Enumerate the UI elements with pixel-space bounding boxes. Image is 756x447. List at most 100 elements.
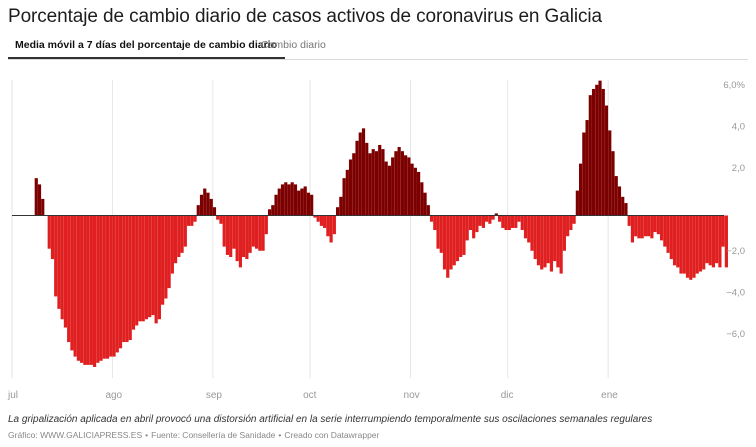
bar	[695, 215, 699, 274]
bar	[374, 151, 379, 216]
footer-source: Fuente: Consellería de Sanidade	[151, 430, 276, 440]
bar	[692, 215, 696, 278]
bar	[177, 215, 181, 257]
bar	[70, 215, 74, 351]
bar	[420, 182, 424, 216]
bar	[112, 215, 116, 357]
tab-moving-average[interactable]: Media móvil a 7 días del porcentaje de c…	[8, 33, 285, 59]
bar	[702, 215, 706, 270]
footer-separator: •	[278, 430, 282, 440]
bar	[109, 215, 113, 357]
bar	[647, 215, 651, 237]
bar	[148, 215, 152, 318]
bar	[310, 194, 314, 216]
bar	[721, 215, 725, 247]
bar	[724, 215, 728, 268]
bar	[689, 215, 693, 280]
bar	[413, 167, 417, 216]
bar	[306, 192, 311, 216]
bar	[501, 215, 505, 228]
bar	[397, 147, 401, 216]
bar	[617, 186, 622, 216]
bar	[164, 215, 168, 299]
bar	[562, 215, 566, 251]
bar	[371, 149, 375, 216]
x-tick-label: ene	[601, 390, 618, 401]
bar	[138, 215, 142, 322]
bar	[575, 190, 579, 216]
bar	[523, 215, 528, 239]
tab-daily-change[interactable]: Cambio diario	[261, 39, 326, 51]
bar	[604, 105, 609, 216]
bar	[225, 215, 230, 255]
bar	[543, 215, 547, 268]
bar	[417, 171, 421, 216]
bar	[34, 178, 38, 216]
x-tick-label: oct	[303, 390, 317, 401]
bar	[222, 215, 226, 247]
bar	[319, 215, 323, 226]
bar	[485, 215, 489, 222]
bar	[381, 149, 385, 216]
bar	[468, 215, 473, 231]
bar	[494, 213, 498, 216]
bar	[517, 215, 521, 222]
bar	[37, 184, 42, 216]
bar	[122, 215, 126, 343]
bar	[287, 184, 291, 216]
bar	[387, 165, 392, 216]
bar	[627, 215, 631, 226]
bar	[245, 215, 249, 260]
bar	[679, 215, 683, 274]
bar	[407, 157, 411, 216]
bar	[705, 215, 709, 264]
bar	[514, 215, 518, 228]
bar	[455, 215, 460, 262]
bar	[426, 205, 430, 216]
bar	[206, 192, 210, 216]
bar-chart: 6,0% 4,0 2,0 −2,0 −4,0 −6,0 jul ago sep oct nov di…	[7, 80, 746, 401]
bar	[608, 130, 612, 216]
bar	[666, 215, 670, 253]
bar	[274, 194, 278, 216]
bar	[313, 215, 317, 218]
bar	[102, 215, 106, 359]
bar	[410, 163, 414, 216]
bar	[553, 215, 557, 262]
bar	[591, 88, 596, 216]
bar	[209, 198, 213, 216]
bar	[186, 215, 191, 226]
bar	[118, 215, 123, 349]
bar	[128, 215, 132, 340]
bar	[669, 215, 673, 260]
y-tick-label: −2,0	[726, 246, 745, 257]
bar	[530, 215, 534, 251]
bar	[498, 215, 502, 222]
bar	[154, 215, 158, 324]
bar	[439, 215, 443, 253]
bar	[255, 215, 259, 249]
bar	[452, 215, 456, 266]
x-axis-labels: jul ago sep oct nov dic ene	[7, 390, 618, 401]
bar	[329, 215, 333, 243]
bar	[89, 215, 93, 365]
bar	[634, 215, 638, 237]
bar	[598, 80, 602, 216]
bar	[161, 215, 165, 305]
bar	[131, 215, 136, 330]
footer-separator: •	[145, 430, 149, 440]
bar	[342, 178, 346, 216]
bar	[297, 190, 301, 216]
bar	[280, 184, 285, 216]
bar	[637, 215, 641, 239]
bar	[144, 215, 149, 320]
bar	[352, 153, 356, 216]
bar	[293, 184, 298, 216]
bar	[290, 182, 294, 216]
bar	[261, 215, 265, 251]
bar	[643, 215, 647, 237]
bar	[585, 120, 589, 216]
bar	[248, 215, 252, 253]
bar	[572, 215, 576, 224]
bar	[93, 215, 97, 367]
